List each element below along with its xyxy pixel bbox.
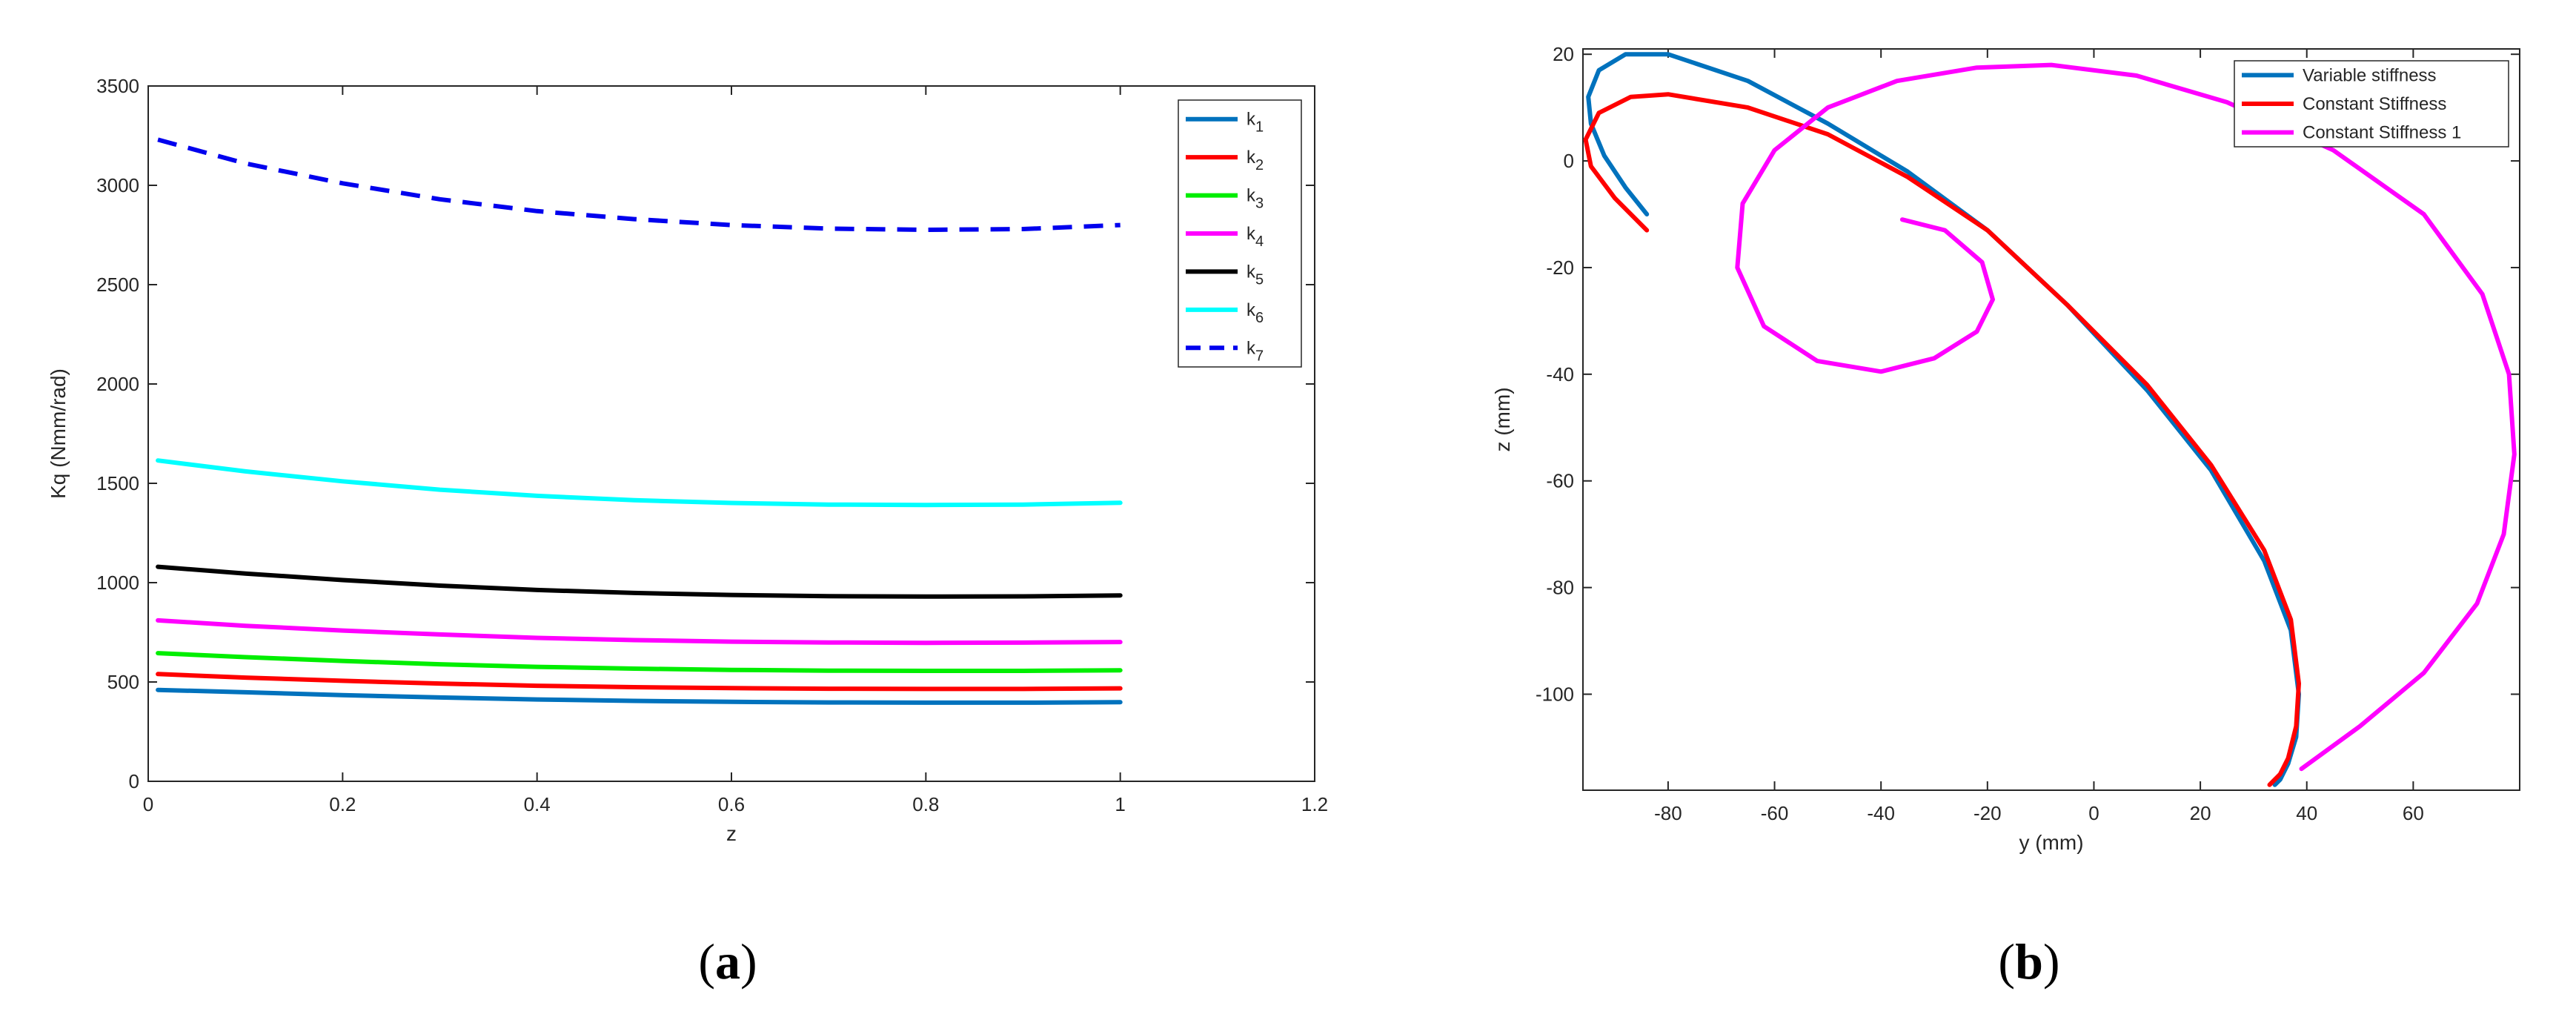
chart-panel-a: 0 0.2 0.4 0.6 0.8 1 1.2 0 500 1000 1500 2000 2500 300… bbox=[47, 75, 1328, 990]
x-tick-label: 20 bbox=[2190, 802, 2211, 824]
legend-entry-subscript: 7 bbox=[1255, 348, 1264, 364]
legend-entry-7: k7 bbox=[1246, 338, 1264, 364]
series-line-3 bbox=[156, 651, 1123, 673]
panel-label-letter: a bbox=[715, 933, 740, 990]
legend-entry-name: k bbox=[1246, 300, 1256, 320]
legend-entry-3: k3 bbox=[1246, 186, 1264, 212]
panel-label-close: ) bbox=[740, 933, 757, 990]
series-line-2 bbox=[1583, 92, 2301, 787]
legend-entry-subscript: 6 bbox=[1255, 310, 1264, 326]
y-tick-label: -100 bbox=[1536, 683, 1574, 706]
panel-label: (a) bbox=[698, 933, 757, 990]
x-tick-label: -80 bbox=[1654, 802, 1682, 824]
x-tick-label: 0.6 bbox=[718, 793, 745, 815]
y-axis-label: Kq (Nmm/rad) bbox=[47, 368, 70, 499]
legend-entry-subscript: 4 bbox=[1255, 234, 1264, 250]
plot-area bbox=[147, 85, 1315, 782]
x-tick-label: -20 bbox=[1974, 802, 2002, 824]
y-tick-label: 3500 bbox=[96, 75, 139, 97]
legend-entry-name: k bbox=[1246, 186, 1256, 206]
legend-entry-2: Constant Stiffness bbox=[2303, 94, 2446, 114]
plot-area bbox=[1582, 48, 2520, 791]
x-axis-label: z bbox=[726, 822, 737, 845]
y-tick-label: -80 bbox=[1546, 577, 1574, 599]
x-tick-label: 40 bbox=[2296, 802, 2317, 824]
panel-label-letter: b bbox=[2015, 933, 2043, 990]
panel-label-close: ) bbox=[2043, 933, 2060, 990]
series-line-4 bbox=[156, 617, 1123, 646]
y-tick-label: 2500 bbox=[96, 274, 139, 296]
legend-entry-2: k2 bbox=[1246, 148, 1264, 173]
chart-panel-b: -80 -60 -40 -20 0 20 40 60 -100 -80 -60 -40 -20 0 20 y … bbox=[1491, 43, 2520, 990]
x-tick-label: -60 bbox=[1761, 802, 1789, 824]
legend-entry-name: Variable stiffness bbox=[2303, 65, 2437, 85]
legend-entry-subscript: 1 bbox=[1255, 119, 1264, 136]
y-tick-label: 20 bbox=[1553, 43, 1574, 65]
y-tick-label: 1500 bbox=[96, 472, 139, 494]
legend-entry-subscript: 5 bbox=[1255, 271, 1264, 288]
legend-entry-3: Constant Stiffness 1 bbox=[2303, 123, 2461, 143]
series-line-2 bbox=[156, 672, 1123, 692]
panel-label-open: ( bbox=[1998, 933, 2015, 990]
x-tick-label: 0 bbox=[2088, 802, 2099, 824]
panel-label-open: ( bbox=[698, 933, 715, 990]
y-tick-label: -40 bbox=[1546, 363, 1574, 385]
panel-label: (b) bbox=[1998, 933, 2059, 990]
x-axis-label: y (mm) bbox=[2019, 831, 2083, 854]
x-tick-label: 1 bbox=[1115, 793, 1125, 815]
legend-entry-name: k bbox=[1246, 338, 1256, 358]
y-tick-label: 0 bbox=[1564, 150, 1574, 172]
x-tick-label: 0 bbox=[143, 793, 153, 815]
series-line-6 bbox=[156, 458, 1123, 508]
series-line-1 bbox=[156, 687, 1123, 705]
x-tick-label: -40 bbox=[1867, 802, 1895, 824]
legend-entry-6: k6 bbox=[1246, 300, 1264, 326]
x-tick-label: 0.2 bbox=[329, 793, 356, 815]
y-tick-label: 1000 bbox=[96, 572, 139, 594]
legend-entry-name: k bbox=[1246, 262, 1256, 282]
y-tick-label: 3000 bbox=[96, 174, 139, 196]
x-tick-label: 60 bbox=[2403, 802, 2424, 824]
series-line-5 bbox=[156, 564, 1123, 599]
legend-entry-subscript: 2 bbox=[1255, 157, 1264, 173]
legend-entry-name: k bbox=[1246, 110, 1256, 130]
y-tick-label: 500 bbox=[107, 671, 139, 693]
x-tick-label: 0.8 bbox=[912, 793, 939, 815]
series-line-3 bbox=[1735, 62, 2517, 772]
legend-entry-name: Constant Stiffness 1 bbox=[2303, 123, 2461, 143]
y-tick-label: -20 bbox=[1546, 256, 1574, 279]
x-tick-label: 1.2 bbox=[1301, 793, 1328, 815]
y-tick-label: 0 bbox=[129, 770, 139, 792]
legend-entry-name: k bbox=[1246, 148, 1256, 168]
y-axis-label: z (mm) bbox=[1491, 387, 1514, 451]
legend-entry-name: Constant Stiffness bbox=[2303, 94, 2446, 114]
legend-entry-4: k4 bbox=[1246, 224, 1264, 250]
legend-entry-5: k5 bbox=[1246, 262, 1264, 288]
series-line-7 bbox=[157, 137, 1121, 232]
legend-entry-subscript: 3 bbox=[1255, 196, 1264, 212]
y-tick-label: 2000 bbox=[96, 373, 139, 395]
y-tick-label: -60 bbox=[1546, 470, 1574, 492]
legend-entry-name: k bbox=[1246, 224, 1256, 244]
x-tick-label: 0.4 bbox=[524, 793, 551, 815]
legend-entry-1: Variable stiffness bbox=[2303, 65, 2437, 85]
legend-entry-1: k1 bbox=[1246, 110, 1264, 136]
